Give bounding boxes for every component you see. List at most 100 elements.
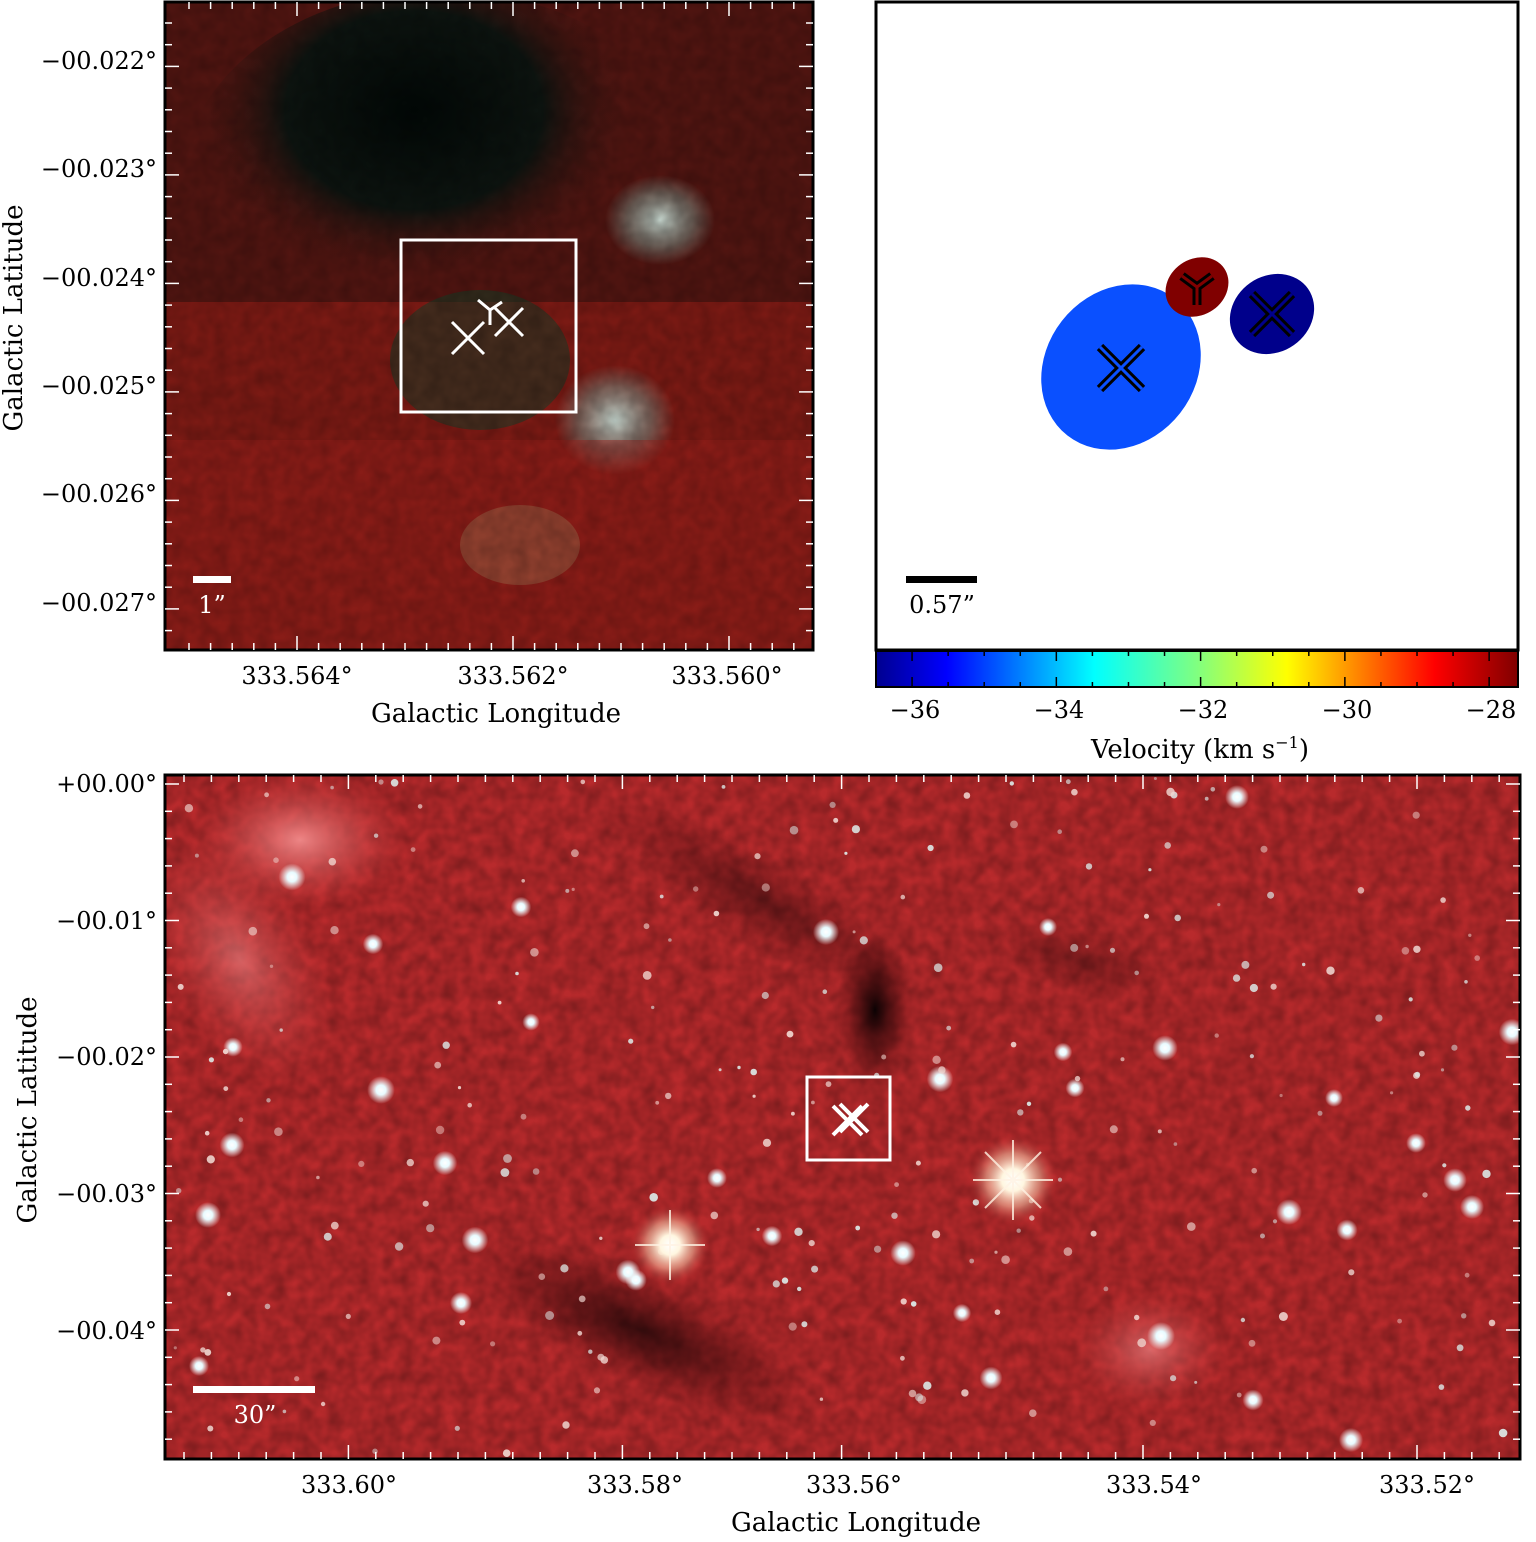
star <box>881 1054 887 1060</box>
star <box>264 1303 271 1310</box>
star <box>851 825 861 834</box>
star <box>994 1250 998 1254</box>
star <box>1009 781 1014 786</box>
star <box>932 1230 941 1239</box>
y-tick-label: −00.023° <box>41 155 157 183</box>
star <box>378 779 384 785</box>
star <box>1153 777 1157 780</box>
star <box>490 1341 496 1347</box>
star <box>577 1330 583 1336</box>
y-tick-label: −00.04° <box>56 1317 157 1345</box>
star <box>565 888 570 893</box>
star <box>874 1245 882 1253</box>
star <box>457 1086 462 1090</box>
star <box>538 1273 546 1280</box>
star <box>710 1211 719 1220</box>
star <box>207 1425 214 1432</box>
star <box>449 1291 473 1315</box>
star <box>781 1277 789 1284</box>
scale-bar <box>193 1386 315 1393</box>
region-box <box>399 238 578 414</box>
star <box>497 1000 502 1005</box>
colorbar-tick-label: −30 <box>1322 696 1373 724</box>
velocity-map-frame <box>874 0 1520 652</box>
star <box>1438 1384 1445 1390</box>
star <box>248 926 258 936</box>
star <box>1325 1089 1343 1107</box>
star <box>1173 1142 1178 1146</box>
star <box>1464 980 1468 984</box>
colorbar-tick-label: −28 <box>1466 696 1517 724</box>
star <box>900 1298 907 1305</box>
star <box>979 1366 1003 1390</box>
star <box>825 1081 832 1087</box>
star <box>521 879 525 883</box>
velocity-map-panel: 0.57” −36 −34 −32 −30 −28 Velocity (km s… <box>874 0 1520 765</box>
y-tick-label: −00.026° <box>41 480 157 508</box>
star <box>1276 1199 1302 1225</box>
star <box>718 1068 722 1072</box>
star <box>1017 1109 1024 1116</box>
star <box>1240 1317 1246 1323</box>
star <box>900 894 906 900</box>
star <box>442 1041 450 1049</box>
star <box>668 938 672 942</box>
x-tick-label: 333.58° <box>587 1471 683 1499</box>
star <box>406 1158 414 1167</box>
star <box>1317 1110 1323 1116</box>
star <box>1210 787 1216 792</box>
star <box>1194 1380 1198 1384</box>
x-axis-label: Galactic Longitude <box>731 1508 981 1538</box>
star <box>500 1168 510 1177</box>
star <box>417 804 423 809</box>
star <box>761 1225 783 1247</box>
star <box>204 1130 210 1136</box>
colorbar-tick-label: −36 <box>890 696 941 724</box>
star <box>195 1202 221 1228</box>
star <box>693 886 699 892</box>
star <box>410 847 416 852</box>
y-tick-label: −00.03° <box>56 1180 157 1208</box>
x-tick-label: 333.52° <box>1379 1471 1475 1499</box>
zoom-image-panel: 1” −00.022° −00.023° −00.024° −00.025° −… <box>0 0 815 729</box>
star <box>811 1100 815 1105</box>
star <box>761 991 769 1000</box>
x-tick-label: 333.54° <box>1106 1471 1202 1499</box>
star <box>1242 1389 1264 1411</box>
star <box>435 1125 445 1135</box>
star <box>1090 1230 1097 1237</box>
wide-field-ticks <box>165 775 1520 1459</box>
star <box>1026 1101 1032 1107</box>
star <box>1065 779 1071 785</box>
star <box>786 1030 794 1038</box>
star <box>1440 1068 1445 1072</box>
star <box>969 1258 975 1264</box>
star <box>1338 1427 1364 1453</box>
star <box>894 1182 899 1187</box>
star <box>1065 1078 1085 1098</box>
star <box>1063 1247 1073 1256</box>
star <box>571 887 575 892</box>
star <box>797 1286 802 1292</box>
star <box>503 1154 512 1163</box>
star <box>328 857 337 866</box>
star <box>791 1111 795 1116</box>
star <box>642 971 652 980</box>
zoom-y-tick-labels: −00.022° −00.023° −00.024° −00.025° −00.… <box>41 47 157 617</box>
velocity-colorbar: −36 −34 −32 −30 −28 Velocity (km s−1) <box>875 650 1519 765</box>
star <box>1397 1318 1402 1324</box>
star <box>1057 1177 1063 1182</box>
colorbar-tick-labels: −36 −34 −32 −30 −28 <box>890 696 1517 724</box>
x-tick-label: 333.60° <box>301 1471 397 1499</box>
star <box>628 1038 634 1044</box>
star <box>1456 1344 1464 1352</box>
star <box>891 1212 898 1219</box>
region-box <box>805 1075 892 1162</box>
star <box>461 1226 489 1254</box>
y-tick-label: −00.01° <box>56 907 157 935</box>
star <box>264 792 269 798</box>
star <box>1038 917 1058 937</box>
star <box>1348 1269 1355 1276</box>
star <box>330 926 339 935</box>
zoom-image-ticks <box>165 2 813 650</box>
